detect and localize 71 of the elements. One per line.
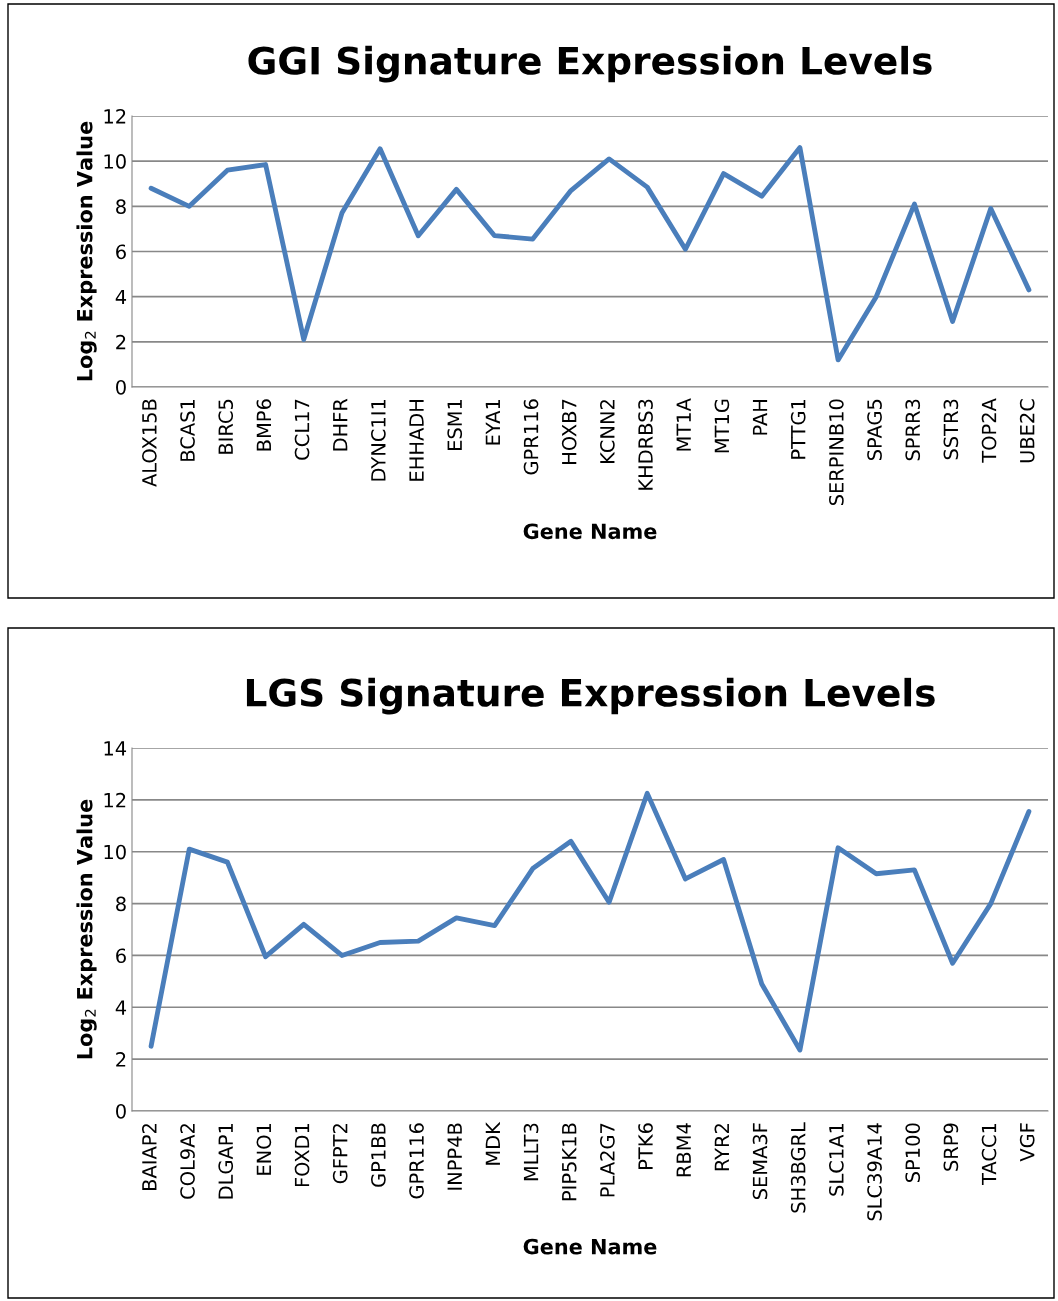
x-tick-label: GPR116 [409,1123,424,1199]
x-tick-label: ALOX15B [142,399,157,487]
y-tick-label: 6 [116,948,126,964]
line-series [148,145,1032,363]
x-axis-title: Gene Name [523,523,657,540]
x-tick-label: EYA1 [485,399,500,445]
y-tick-label: 8 [116,896,126,912]
y-tick-label: 10 [104,154,126,169]
x-tick-label: SLC39A14 [867,1123,882,1221]
y-tick-label: 2 [116,334,126,350]
y-tick-label: 4 [115,1000,127,1015]
y-tick-label: 12 [104,792,126,808]
x-tick-label: PAH [752,400,768,435]
line-series [148,790,1032,1053]
x-tick-label: MLLT3 [523,1123,539,1181]
y-tick-label: 14 [104,741,127,756]
x-tick-label: GFPT2 [332,1124,348,1184]
x-tick-label: BMP6 [256,399,272,451]
y-tick-label: 0 [116,1103,126,1119]
x-tick-label: VGF [1019,1123,1035,1162]
x-tick-label: MT1A [676,398,691,451]
x-tick-label: KHDRBS3 [638,399,653,490]
x-tick-label: BIRC5 [218,399,234,454]
x-tick-label: CCL17 [294,399,310,460]
y-tick-label: 2 [116,1052,126,1067]
y-tick-label: 6 [116,244,126,260]
y-tick-label: 8 [116,199,126,214]
x-tick-label: SEMA3F [752,1123,768,1200]
x-tick-label: SSTR3 [943,399,959,460]
x-tick-label: BCAS1 [180,399,195,461]
x-tick-label: SP100 [905,1123,921,1183]
x-axis-title: Gene Name [523,1238,657,1255]
x-tick-label: FOXD1 [294,1123,310,1187]
x-tick-label: UBE2C [1019,399,1035,463]
x-tick-label: PIP5K1B [562,1123,577,1201]
x-tick-label: SH3BGRL [790,1122,806,1213]
x-tick-label: KCNN2 [600,400,615,463]
x-tick-label: PTK6 [638,1123,653,1169]
x-tick-label: ENO1 [256,1123,272,1175]
chart-title: GGI Signature Expression Levels [248,45,932,83]
x-tick-label: PTTG1 [790,399,806,459]
x-tick-label: DLGAP1 [218,1123,234,1199]
x-tick-label: SRP9 [943,1123,959,1171]
x-tick-label: RBM4 [676,1123,691,1177]
x-tick-label: GP1BB [371,1123,386,1187]
x-tick-label: DYNC1I1 [371,399,386,481]
x-tick-label: ESM1 [447,399,463,450]
x-tick-label: DHFR [333,398,348,451]
x-tick-label: RYR2 [714,1124,729,1171]
x-tick-label: COL9A2 [180,1124,195,1199]
y-axis-title: Log$_{2}$ Expression Value [76,121,97,381]
y-tick-label: 4 [115,289,127,305]
x-tick-label: INPP4B [447,1123,462,1190]
x-tick-label: MDK [485,1121,500,1165]
y-tick-label: 12 [104,108,126,124]
x-tick-label: TACC1 [981,1123,997,1186]
x-tick-label: SERPINB10 [829,399,844,506]
x-tick-label: BAIAP2 [142,1124,157,1190]
x-tick-label: MT1G [714,399,730,453]
x-tick-label: TOP2A [981,398,997,463]
x-tick-label: SPRR3 [905,399,921,461]
y-axis-title: Log$_{2}$ Expression Value [76,799,97,1059]
x-tick-label: HOXB7 [561,399,577,464]
chart-title: LGS Signature Expression Levels [246,677,935,715]
y-tick-label: 0 [116,379,126,395]
x-tick-label: SLC1A1 [829,1123,844,1196]
x-tick-label: GPR116 [523,399,539,475]
y-tick-label: 10 [104,844,126,860]
x-tick-label: PLA2G7 [600,1123,615,1197]
x-tick-label: EHHADH [409,400,424,481]
x-tick-label: SPAG5 [867,399,882,461]
